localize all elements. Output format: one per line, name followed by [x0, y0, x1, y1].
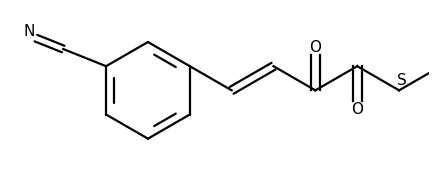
Text: O: O — [309, 40, 321, 55]
Text: O: O — [351, 102, 363, 117]
Text: S: S — [397, 73, 407, 88]
Text: N: N — [24, 24, 36, 39]
